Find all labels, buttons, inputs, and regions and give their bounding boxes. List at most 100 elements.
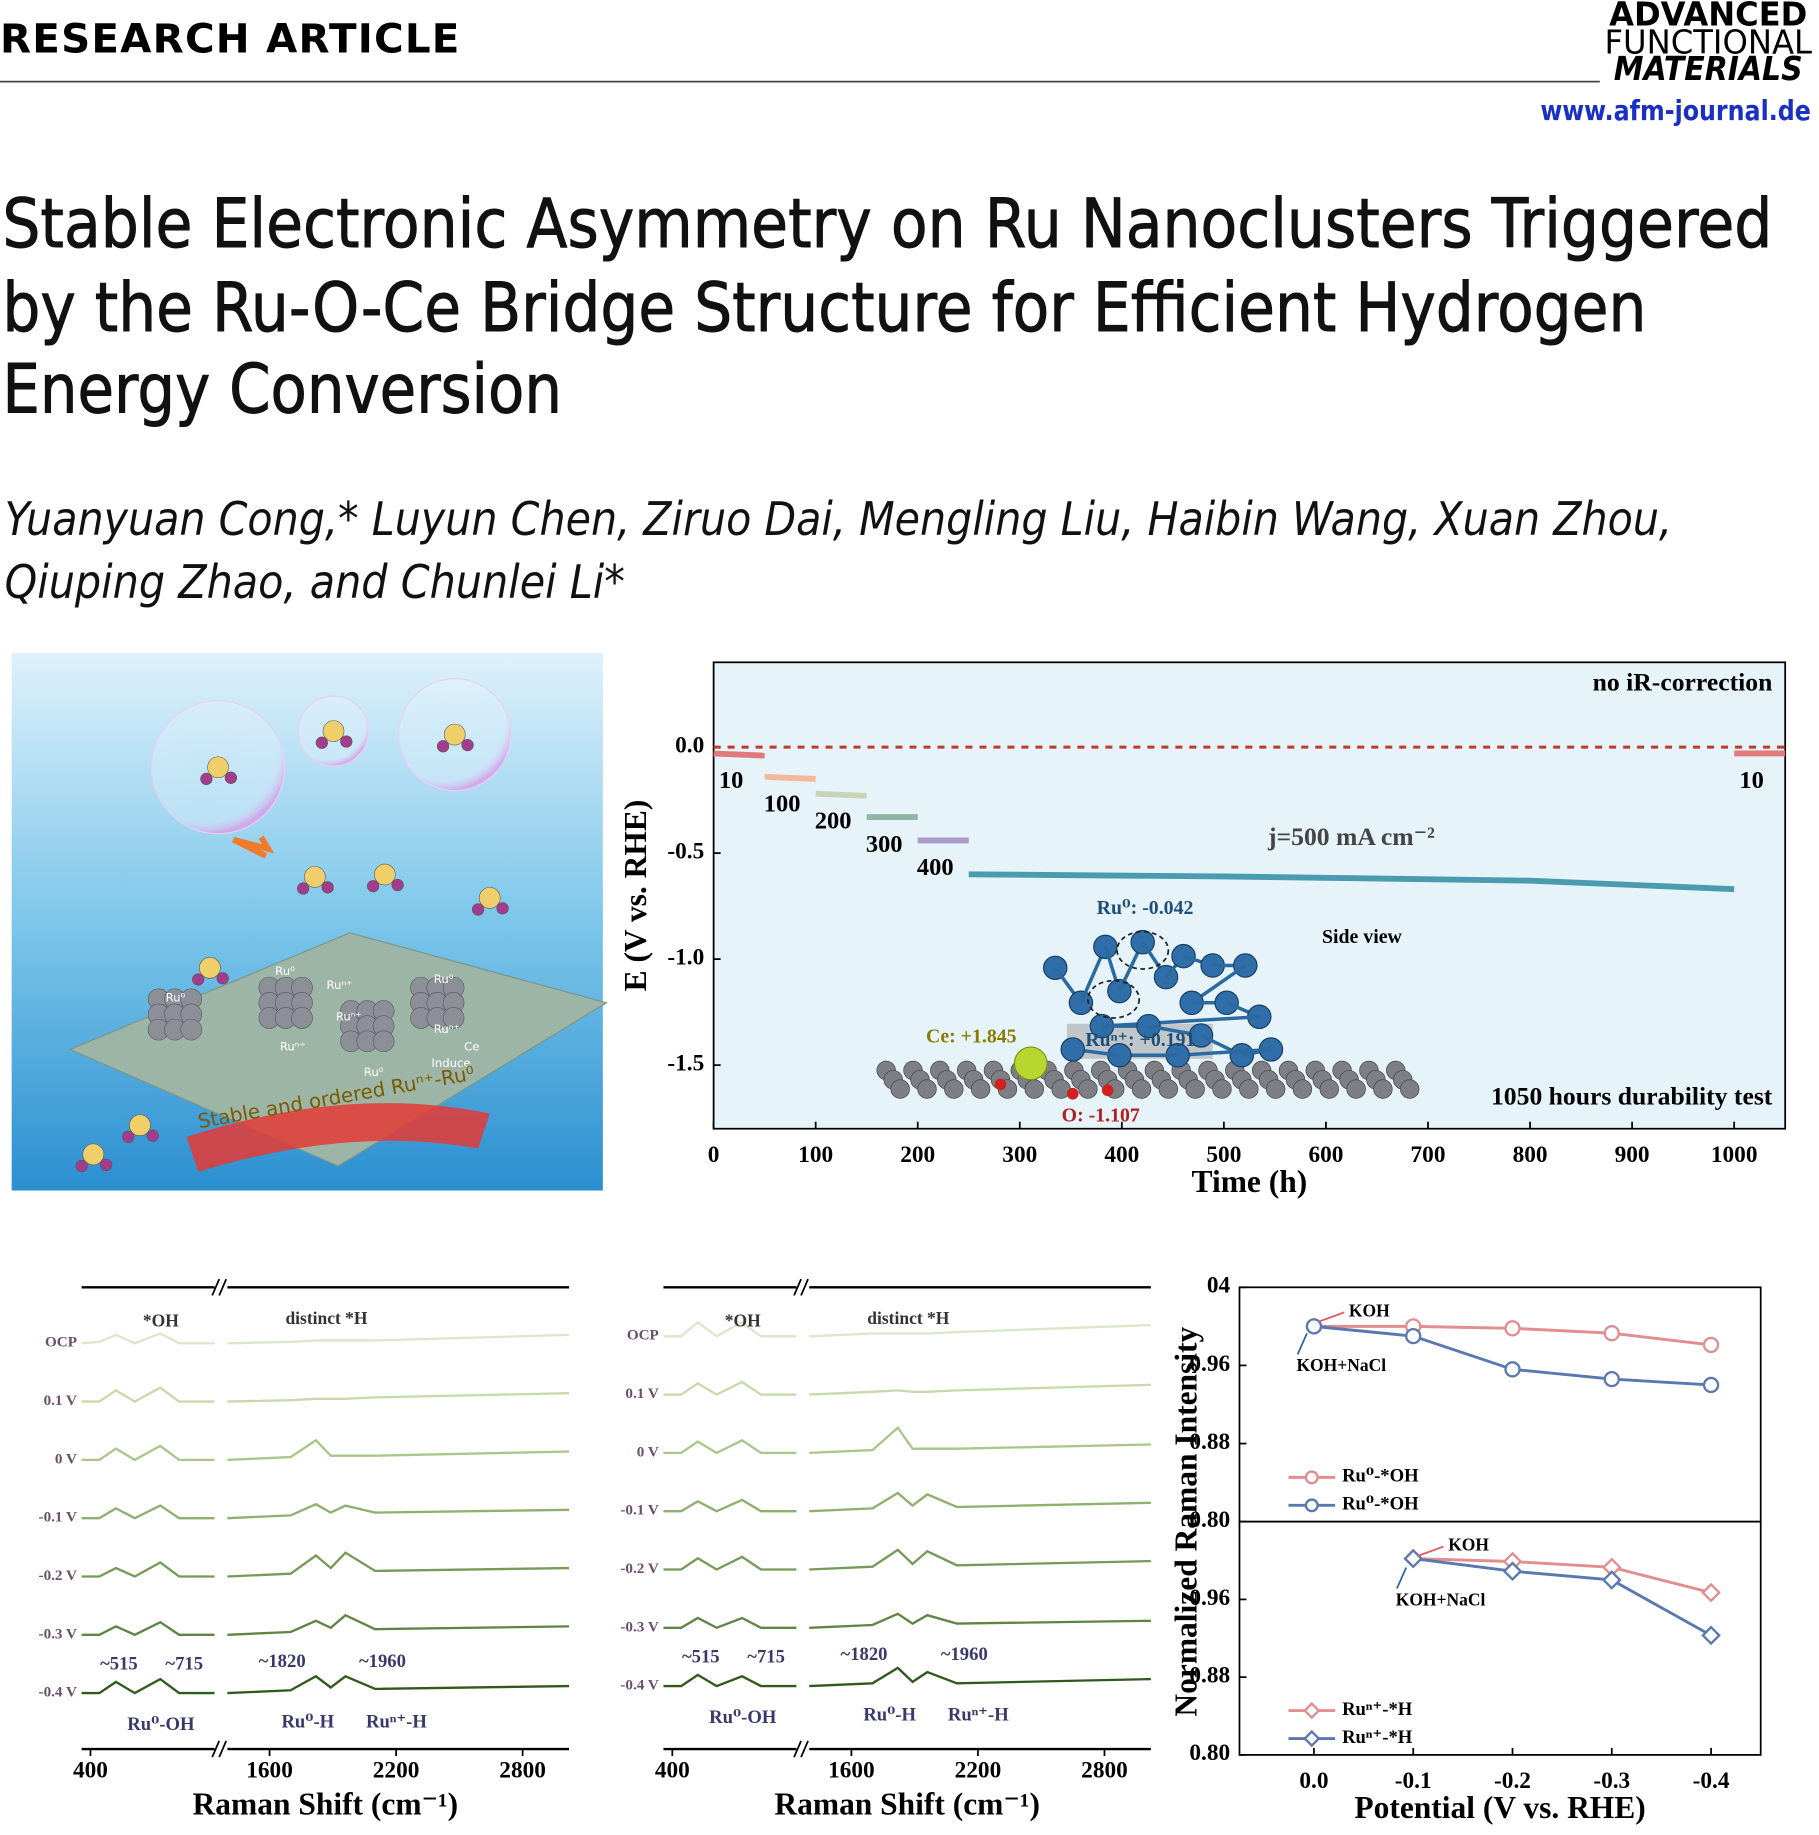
series-label: 300 [866,831,903,858]
title-line: Stable Electronic Asymmetry on Ru Nanocl… [2,184,1772,263]
data-point [1601,1570,1622,1590]
section-label: RESEARCH ARTICLE [0,16,461,62]
x-tick-label: 200 [900,1142,935,1168]
annotation: *OH [143,1310,179,1330]
spectrum [663,1666,1151,1688]
x-tick-label: 400 [1104,1142,1139,1168]
inset-atom [1188,1023,1214,1048]
y-tick-label: 0.80 [1189,1740,1230,1766]
atom [496,902,509,915]
annotation-arrow [1318,1311,1345,1323]
x-tick-label: 100 [798,1142,833,1168]
axis-break [793,1740,802,1758]
annotation: Side view [1322,926,1402,948]
spectrum [81,1551,570,1578]
data-point [1603,1370,1620,1388]
row-label: -0.3 V [620,1618,658,1635]
x-tick-label: 700 [1411,1142,1446,1168]
annotation: O: -1.107 [1062,1105,1140,1127]
row-label: -0.2 V [39,1567,77,1584]
inset-highlight [1116,930,1170,970]
legend-label: Ruⁿ⁺-*H [1342,1699,1413,1720]
atom [180,1018,203,1041]
journal-logo-line: ADVANCED [1609,0,1807,33]
legend-marker [1303,1701,1321,1720]
annotation: ~715 [165,1653,203,1674]
atom [146,1129,159,1142]
graphic-label: Ruⁿ⁺ [336,1009,362,1023]
legend-label: Ru⁰-*OH [1342,1466,1419,1487]
row-label: -0.2 V [620,1560,658,1577]
x-axis-label: Potential (V vs. RHE) [1354,1790,1645,1825]
legend-label: Ru⁰-*OH [1342,1494,1419,1515]
annotation: distinct *H [867,1308,949,1328]
atom [372,1030,395,1053]
data-line [968,871,1735,893]
atom [207,756,229,779]
atom [471,903,485,916]
annotation: KOH+NaCl [1296,1355,1386,1375]
axis-break [211,1740,221,1758]
data-line [1413,1557,1712,1595]
spectrum [663,1612,1151,1630]
inset-atom [1233,953,1258,978]
graphic-label: Ce [464,1040,479,1054]
annotation: Ru⁰-H [863,1705,916,1726]
annotation: Ce: +1.845 [926,1025,1017,1047]
spectrum [81,1674,570,1695]
inset-atom [1101,1084,1114,1097]
x-tick-label: 2800 [499,1758,546,1784]
x-tick-label: 300 [1002,1142,1037,1168]
series-label: 10 [719,767,743,794]
x-tick-label: 2800 [1081,1758,1128,1784]
plot-area [1238,1520,1762,1756]
annotation: KOH [1448,1535,1489,1555]
annotation: Ru⁰-OH [127,1714,195,1735]
inset-bond [1177,1047,1272,1058]
series-label: 100 [764,791,801,818]
author-line: Qiuping Zhao, and Chunlei Li* [5,555,625,609]
spectrum [81,1332,570,1345]
orange-arrow [231,835,275,859]
row-label: -0.1 V [620,1502,658,1519]
spectrum [663,1491,1151,1513]
atom [443,723,466,746]
graphic-label: Ruⁿ⁺ [326,978,352,992]
y-tick-label: 04 [1207,1273,1231,1299]
atom [224,771,237,784]
annotation: ~1960 [359,1651,406,1672]
x-tick-label: 400 [73,1758,108,1784]
annotation: ~1960 [941,1644,988,1665]
row-label: 0.1 V [44,1392,77,1409]
atom [374,863,396,886]
author-line: Yuanyuan Cong,* Luyun Chen, Ziruo Dai, M… [5,492,1672,546]
x-tick-label: 800 [1513,1142,1548,1168]
annotation: Ruⁿ⁺-H [366,1712,427,1733]
annotation: Ru⁰-H [281,1712,334,1733]
y-tick-label: 0.96 [1189,1351,1230,1377]
inset-atom [1013,1046,1048,1081]
y-axis-label: E (V vs. RHE) [618,800,653,992]
spectrum [663,1548,1151,1571]
data-point [1405,1327,1422,1345]
graphic-label: Ruⁿ⁺ [434,1022,460,1036]
atom [315,736,328,749]
annotation: no iR-correction [1593,667,1773,696]
annotation: *OH [725,1310,761,1330]
inset-atom [1239,1079,1259,1099]
inset-atom [1346,1079,1366,1099]
x-tick-label: -0.1 [1395,1768,1432,1794]
x-tick-label: 1600 [246,1758,293,1784]
inset-atom [1131,1079,1152,1099]
data-point [1701,1625,1721,1646]
inset-atom [970,1079,991,1099]
graphic-label: Ru⁰ [166,991,186,1005]
atom [478,887,501,909]
spectrum [663,1320,1151,1338]
data-line [815,790,867,799]
x-tick-label: 1000 [1711,1142,1758,1168]
x-axis-label: Raman Shift (cm⁻¹) [774,1787,1040,1822]
annotation: distinct *H [285,1308,367,1328]
